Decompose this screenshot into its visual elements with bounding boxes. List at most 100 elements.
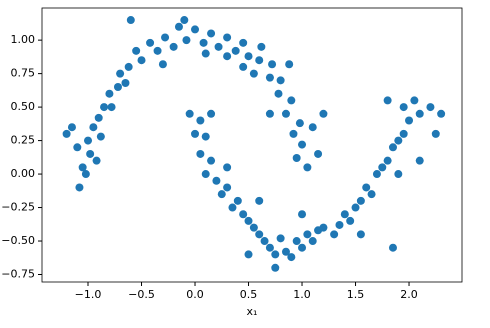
point [191, 129, 200, 138]
point [132, 46, 141, 55]
point [113, 83, 122, 92]
point [292, 237, 301, 246]
point [105, 89, 114, 98]
point [207, 29, 216, 38]
point [394, 170, 403, 179]
point [257, 42, 266, 51]
point [124, 62, 133, 71]
point [146, 38, 155, 47]
point [415, 156, 424, 165]
point [330, 230, 339, 239]
point [180, 16, 189, 25]
point [289, 129, 298, 138]
x-tick-label: −1.0 [75, 288, 102, 301]
plot-area [42, 8, 462, 282]
point [89, 123, 98, 132]
point [185, 109, 194, 118]
point [191, 25, 200, 34]
point [399, 103, 408, 112]
point [78, 163, 87, 172]
point [295, 119, 304, 128]
point [340, 210, 349, 219]
point [196, 116, 205, 125]
y-tick-label: 0.75 [11, 67, 36, 80]
point [81, 170, 90, 179]
y-tick-label: −0.50 [1, 234, 35, 247]
point [308, 237, 317, 246]
point [287, 253, 296, 262]
point [67, 123, 76, 132]
point [356, 230, 365, 239]
point [426, 103, 435, 112]
point [308, 123, 317, 132]
point [223, 183, 232, 192]
point [271, 250, 280, 259]
point [265, 243, 274, 252]
y-tick-label: 1.00 [11, 33, 36, 46]
point [255, 230, 264, 239]
point [367, 190, 376, 199]
point [268, 60, 277, 69]
y-tick-label: 0.50 [11, 100, 36, 113]
point [121, 78, 130, 87]
point [346, 216, 355, 225]
point [207, 156, 216, 165]
point [319, 223, 328, 232]
axes-frame [41, 7, 463, 283]
point [335, 220, 344, 229]
point [399, 129, 408, 138]
y-tick-label: 0.00 [11, 167, 36, 180]
point [314, 149, 323, 158]
point [174, 22, 183, 31]
point [274, 89, 283, 98]
y-tick-label: −0.25 [1, 201, 35, 214]
point [405, 116, 414, 125]
point [410, 96, 419, 105]
point [137, 56, 146, 65]
point [116, 69, 125, 78]
x-tick-label: 0.5 [240, 288, 258, 301]
point [303, 230, 312, 239]
point [86, 149, 95, 158]
point [249, 223, 258, 232]
point [62, 129, 71, 138]
point [239, 38, 248, 47]
point [199, 38, 208, 47]
point [244, 52, 253, 61]
point [75, 183, 84, 192]
point [383, 96, 392, 105]
y-tick-label: −0.75 [1, 268, 35, 281]
point [285, 60, 294, 69]
point [231, 46, 240, 55]
point [223, 163, 232, 172]
point [217, 190, 226, 199]
y-tick-label: 0.25 [11, 134, 36, 147]
point [239, 210, 248, 219]
point [394, 136, 403, 145]
x-tick-label: −0.5 [128, 288, 155, 301]
point [228, 203, 237, 212]
x-tick-label: 1.0 [293, 288, 311, 301]
point [292, 153, 301, 162]
point [182, 36, 191, 45]
point [356, 196, 365, 205]
point [207, 109, 216, 118]
point [223, 33, 232, 42]
point [94, 113, 103, 122]
point [298, 210, 307, 219]
point [239, 62, 248, 71]
x-tick-label: 2.0 [400, 288, 418, 301]
point [431, 129, 440, 138]
point [169, 42, 178, 51]
point [265, 109, 274, 118]
point [201, 170, 210, 179]
point [437, 109, 446, 118]
point [244, 216, 253, 225]
point [287, 96, 296, 105]
point [265, 73, 274, 82]
point [415, 109, 424, 118]
point [383, 156, 392, 165]
point [126, 16, 135, 25]
point [319, 109, 328, 118]
